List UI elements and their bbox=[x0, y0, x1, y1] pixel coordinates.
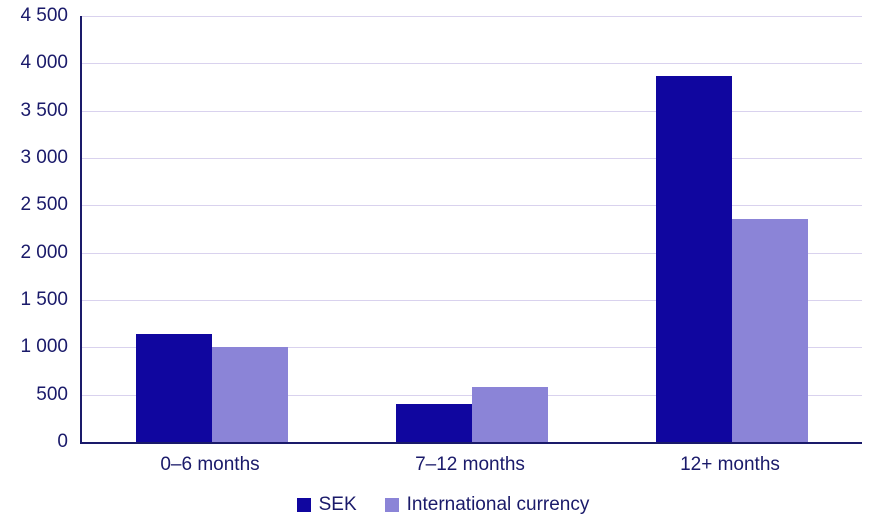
y-tick-label: 0 bbox=[8, 431, 68, 453]
bar bbox=[212, 347, 288, 442]
y-tick-label: 2 000 bbox=[8, 242, 68, 264]
y-tick-label: 3 500 bbox=[8, 100, 68, 122]
bar bbox=[136, 334, 212, 442]
bar bbox=[472, 387, 548, 442]
bar bbox=[396, 404, 472, 442]
legend-item: International currency bbox=[385, 494, 590, 516]
gridline bbox=[82, 63, 862, 64]
y-tick-label: 1 000 bbox=[8, 336, 68, 358]
legend: SEK International currency bbox=[0, 494, 886, 518]
legend-label: International currency bbox=[407, 494, 590, 516]
y-tick-label: 4 500 bbox=[8, 5, 68, 27]
y-tick-label: 2 500 bbox=[8, 194, 68, 216]
legend-swatch bbox=[385, 498, 399, 512]
bar bbox=[732, 219, 808, 442]
y-tick-label: 4 000 bbox=[8, 52, 68, 74]
gridline bbox=[82, 158, 862, 159]
bar bbox=[656, 76, 732, 442]
x-tick-label: 7–12 months bbox=[415, 454, 525, 476]
y-tick-label: 3 000 bbox=[8, 147, 68, 169]
legend-swatch bbox=[297, 498, 311, 512]
gridline bbox=[82, 111, 862, 112]
x-tick-label: 0–6 months bbox=[160, 454, 259, 476]
y-tick-label: 500 bbox=[8, 384, 68, 406]
y-tick-label: 1 500 bbox=[8, 289, 68, 311]
legend-label: SEK bbox=[319, 494, 357, 516]
x-tick-label: 12+ months bbox=[680, 454, 780, 476]
chart-container: SEK International currency 0 500 1 000 1 500… bbox=[0, 0, 886, 532]
legend-item: SEK bbox=[297, 494, 357, 516]
gridline bbox=[82, 205, 862, 206]
plot-area bbox=[80, 16, 862, 444]
gridline bbox=[82, 16, 862, 17]
